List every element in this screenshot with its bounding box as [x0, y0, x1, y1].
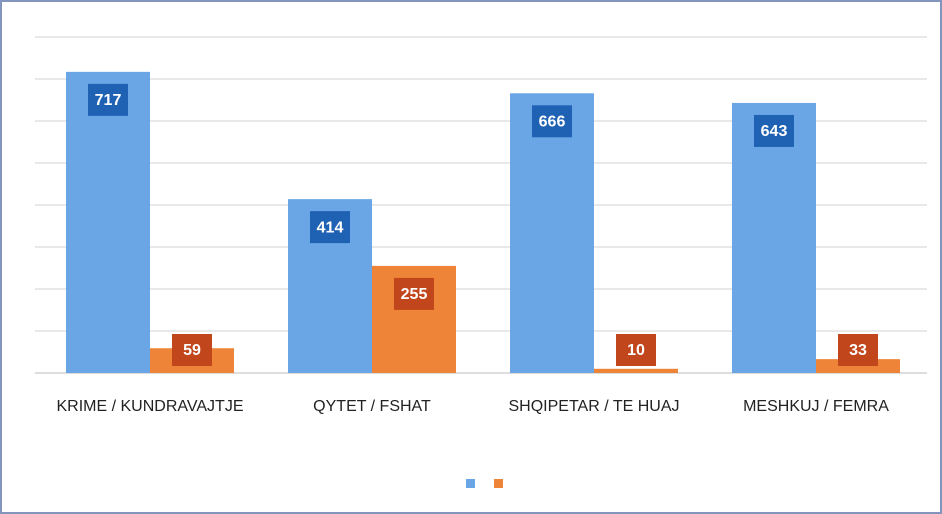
- legend-swatch: [494, 479, 503, 488]
- value-label: 59: [183, 342, 201, 359]
- bar: [510, 93, 594, 373]
- value-label-box: [532, 105, 572, 138]
- value-label-box: [394, 277, 434, 310]
- value-label: 33: [849, 342, 867, 359]
- value-label-box: [754, 114, 794, 147]
- value-label-box: [172, 334, 212, 366]
- bar: [816, 359, 900, 373]
- value-label-box: [838, 334, 878, 366]
- bar: [594, 368, 678, 373]
- bar: [732, 102, 816, 373]
- x-tick-label: MESHKUJ / FEMRA: [743, 398, 889, 415]
- legend-swatch: [466, 479, 475, 488]
- value-label: 414: [317, 219, 344, 236]
- value-label-box: [310, 211, 350, 244]
- x-tick-label: KRIME / KUNDRAVAJTJE: [56, 398, 244, 415]
- x-tick-label: SHQIPETAR / TE HUAJ: [508, 398, 680, 415]
- value-label: 643: [761, 123, 788, 140]
- value-label: 666: [539, 113, 566, 130]
- value-label: 717: [95, 92, 122, 109]
- value-label: 10: [627, 342, 645, 359]
- x-tick-label: QYTET / FSHAT: [313, 398, 431, 415]
- value-label-box: [616, 334, 656, 366]
- value-label-box: [88, 83, 128, 116]
- bar: [66, 71, 150, 374]
- value-label: 255: [401, 286, 428, 303]
